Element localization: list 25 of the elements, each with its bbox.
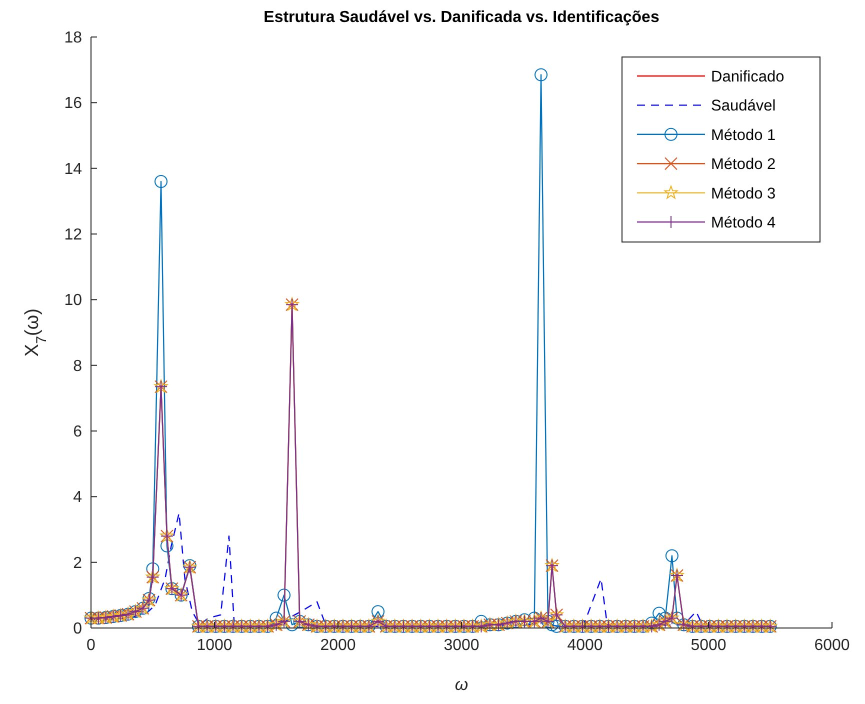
- x-tick-label: 6000: [814, 637, 850, 654]
- x-tick-label: 2000: [320, 637, 356, 654]
- y-tick-label: 0: [73, 620, 82, 638]
- x-tick-label: 0: [86, 637, 96, 654]
- legend-label: Saudável: [711, 98, 776, 115]
- y-tick-label: 2: [73, 554, 82, 572]
- x-tick-label: 1000: [196, 637, 232, 654]
- x-tick-label: 4000: [567, 637, 603, 654]
- y-tick-label: 4: [73, 489, 82, 506]
- x-tick-label: 3000: [444, 637, 480, 654]
- x-tick-label: 5000: [690, 637, 726, 654]
- y-tick-label: 16: [64, 95, 82, 112]
- y-tick-label: 6: [73, 424, 82, 440]
- legend-label: Método 3: [711, 185, 776, 202]
- x-axis-title: ω: [454, 675, 468, 694]
- y-tick-label: 14: [64, 160, 82, 178]
- y-tick-label: 10: [64, 292, 82, 310]
- y-tick-label: 18: [64, 30, 82, 46]
- legend-label: Método 1: [711, 126, 776, 144]
- legend-label: Danificado: [711, 68, 784, 86]
- chart-title: Estrutura Saudável vs. Danificada vs. Identificações: [264, 9, 660, 26]
- y-tick-label: 8: [73, 358, 82, 375]
- legend-label: Método 4: [711, 214, 776, 232]
- legend-label: Método 2: [711, 156, 776, 174]
- y-tick-label: 12: [64, 226, 82, 244]
